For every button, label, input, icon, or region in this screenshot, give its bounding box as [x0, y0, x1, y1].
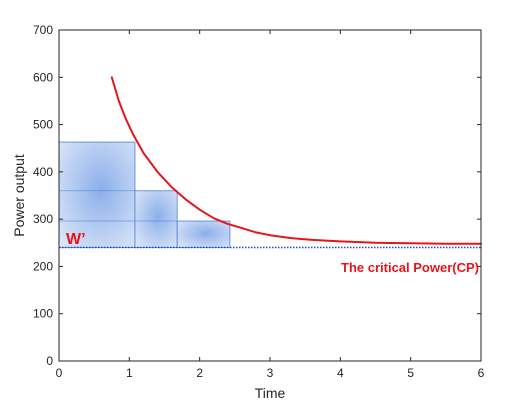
- y-tick-label: 700: [33, 23, 53, 37]
- x-tick-label: 5: [407, 366, 414, 380]
- y-tick-label: 300: [33, 212, 53, 226]
- x-axis-label: Time: [255, 385, 286, 401]
- w-prime-block-3: [176, 220, 231, 248]
- y-tick-label: 500: [33, 118, 53, 132]
- x-tick-label: 3: [267, 366, 274, 380]
- y-tick-label: 400: [33, 165, 53, 179]
- axis-ticks: 0 1 2 3 4 5 6 0 100 200 300 400 500 600 700: [33, 23, 485, 380]
- x-tick-label: 6: [478, 366, 485, 380]
- y-axis-label: Power output: [11, 154, 27, 237]
- w-prime-label: W’: [66, 231, 86, 248]
- w-prime-block-1: [58, 141, 136, 248]
- y-tick-label: 0: [46, 354, 53, 368]
- x-tick-label: 2: [196, 366, 203, 380]
- y-tick-label: 200: [33, 259, 53, 273]
- x-tick-label: 4: [337, 366, 344, 380]
- x-tick-label: 1: [126, 366, 133, 380]
- power-curve: [110, 76, 482, 245]
- critical-power-label: The critical Power(CP): [341, 260, 479, 275]
- w-prime-area: [58, 141, 231, 248]
- plot-lines: [59, 76, 482, 249]
- w-prime-block-2: [134, 190, 178, 248]
- y-tick-label: 100: [33, 307, 53, 321]
- y-tick-label: 600: [33, 70, 53, 84]
- x-tick-label: 0: [56, 366, 63, 380]
